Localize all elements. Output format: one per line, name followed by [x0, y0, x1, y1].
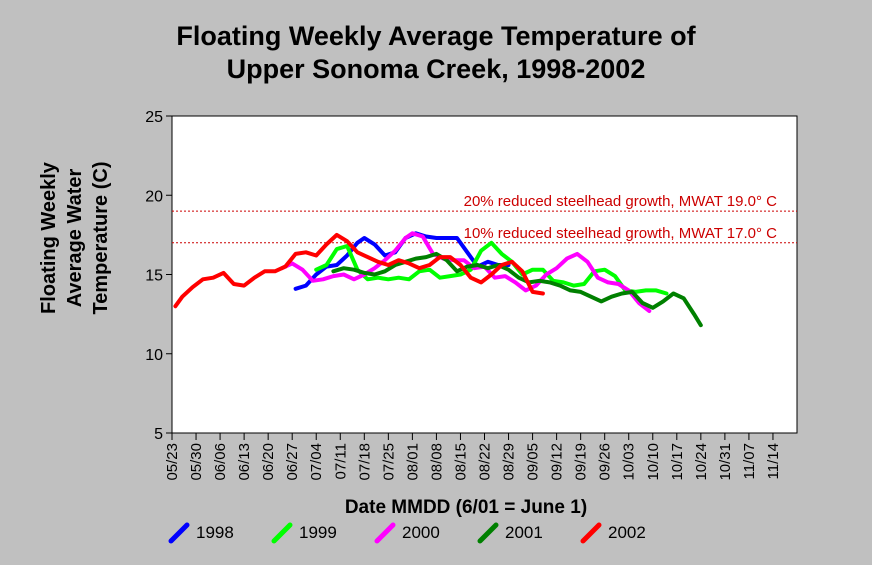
y-axis-label-line: Floating Weekly	[38, 161, 60, 314]
x-tick-label: 10/31	[717, 443, 734, 481]
legend-swatch	[271, 522, 293, 544]
series-line-2000	[279, 231, 652, 313]
chart-title-line-1: Floating Weekly Average Temperature of	[176, 21, 696, 51]
legend-label: 1999	[299, 523, 337, 542]
plot-area	[171, 115, 798, 434]
x-tick-label: 08/15	[452, 443, 469, 481]
x-tick-label: 07/11	[332, 443, 349, 479]
mwat-threshold-label: 20% reduced steelhead growth, MWAT 19.0°…	[464, 193, 778, 210]
x-tick-label: 08/29	[501, 443, 518, 481]
y-tick-label: 25	[145, 109, 163, 126]
legend-swatch	[477, 522, 499, 544]
x-tick-label: 11/07	[741, 443, 758, 479]
y-axis-label-line: Temperature (C)	[90, 162, 112, 315]
legend-item-2001: 2001	[477, 522, 580, 544]
x-tick-label: 10/10	[645, 443, 662, 481]
x-tick-label: 07/18	[356, 443, 373, 481]
x-tick-label: 05/30	[188, 443, 205, 481]
mwat-threshold-label: 10% reduced steelhead growth, MWAT 17.0°…	[464, 225, 778, 242]
x-tick-label: 08/22	[477, 443, 494, 481]
y-tick-label: 20	[145, 188, 163, 205]
x-tick-label: 08/01	[404, 443, 421, 481]
legend-item-2002: 2002	[580, 522, 683, 544]
y-axis-label: Floating Weekly Average Water Temperature …	[38, 161, 112, 314]
x-tick-label: 09/05	[525, 443, 542, 481]
x-tick-label: 07/04	[308, 443, 325, 481]
x-tick-label: 06/13	[236, 443, 253, 481]
x-tick-label: 09/19	[573, 443, 590, 481]
legend: 1998 1999 2000 2001 2002	[168, 522, 683, 544]
legend-swatch	[374, 522, 396, 544]
series-line-2001	[331, 251, 703, 328]
y-tick-label: 5	[154, 426, 163, 443]
legend-item-1998: 1998	[168, 522, 271, 544]
x-tick-label: 09/26	[597, 443, 614, 481]
legend-label: 2001	[505, 523, 543, 542]
y-axis-label-line: Average Water	[64, 168, 86, 307]
legend-label: 1998	[196, 523, 234, 542]
legend-label: 2000	[402, 523, 440, 542]
x-tick-label: 06/20	[260, 443, 277, 481]
series-line-2002	[173, 232, 545, 309]
legend-item-1999: 1999	[271, 522, 374, 544]
x-tick-label: 06/27	[284, 443, 301, 481]
legend-swatch	[580, 522, 602, 544]
chart-title: Floating Weekly Average Temperature of U…	[0, 20, 872, 86]
x-tick-label: 10/24	[693, 443, 710, 481]
y-tick-label: 10	[145, 347, 163, 364]
x-tick-label: 06/06	[212, 443, 229, 481]
x-tick-label: 05/23	[164, 443, 181, 481]
legend-swatch	[168, 522, 190, 544]
x-tick-label: 07/25	[380, 443, 397, 481]
chart-title-line-2: Upper Sonoma Creek, 1998-2002	[226, 54, 646, 84]
x-axis-label: Date MMDD (6/01 = June 1)	[345, 497, 587, 518]
legend-item-2000: 2000	[374, 522, 477, 544]
y-tick-label: 15	[145, 268, 163, 285]
x-tick-label: 10/03	[621, 443, 638, 481]
x-tick-label: 10/17	[669, 443, 686, 481]
x-tick-label: 09/12	[549, 443, 566, 481]
x-tick-label: 08/08	[428, 443, 445, 481]
legend-label: 2002	[608, 523, 646, 542]
series-line-1999	[314, 240, 669, 296]
x-tick-label: 11/14	[765, 443, 782, 479]
